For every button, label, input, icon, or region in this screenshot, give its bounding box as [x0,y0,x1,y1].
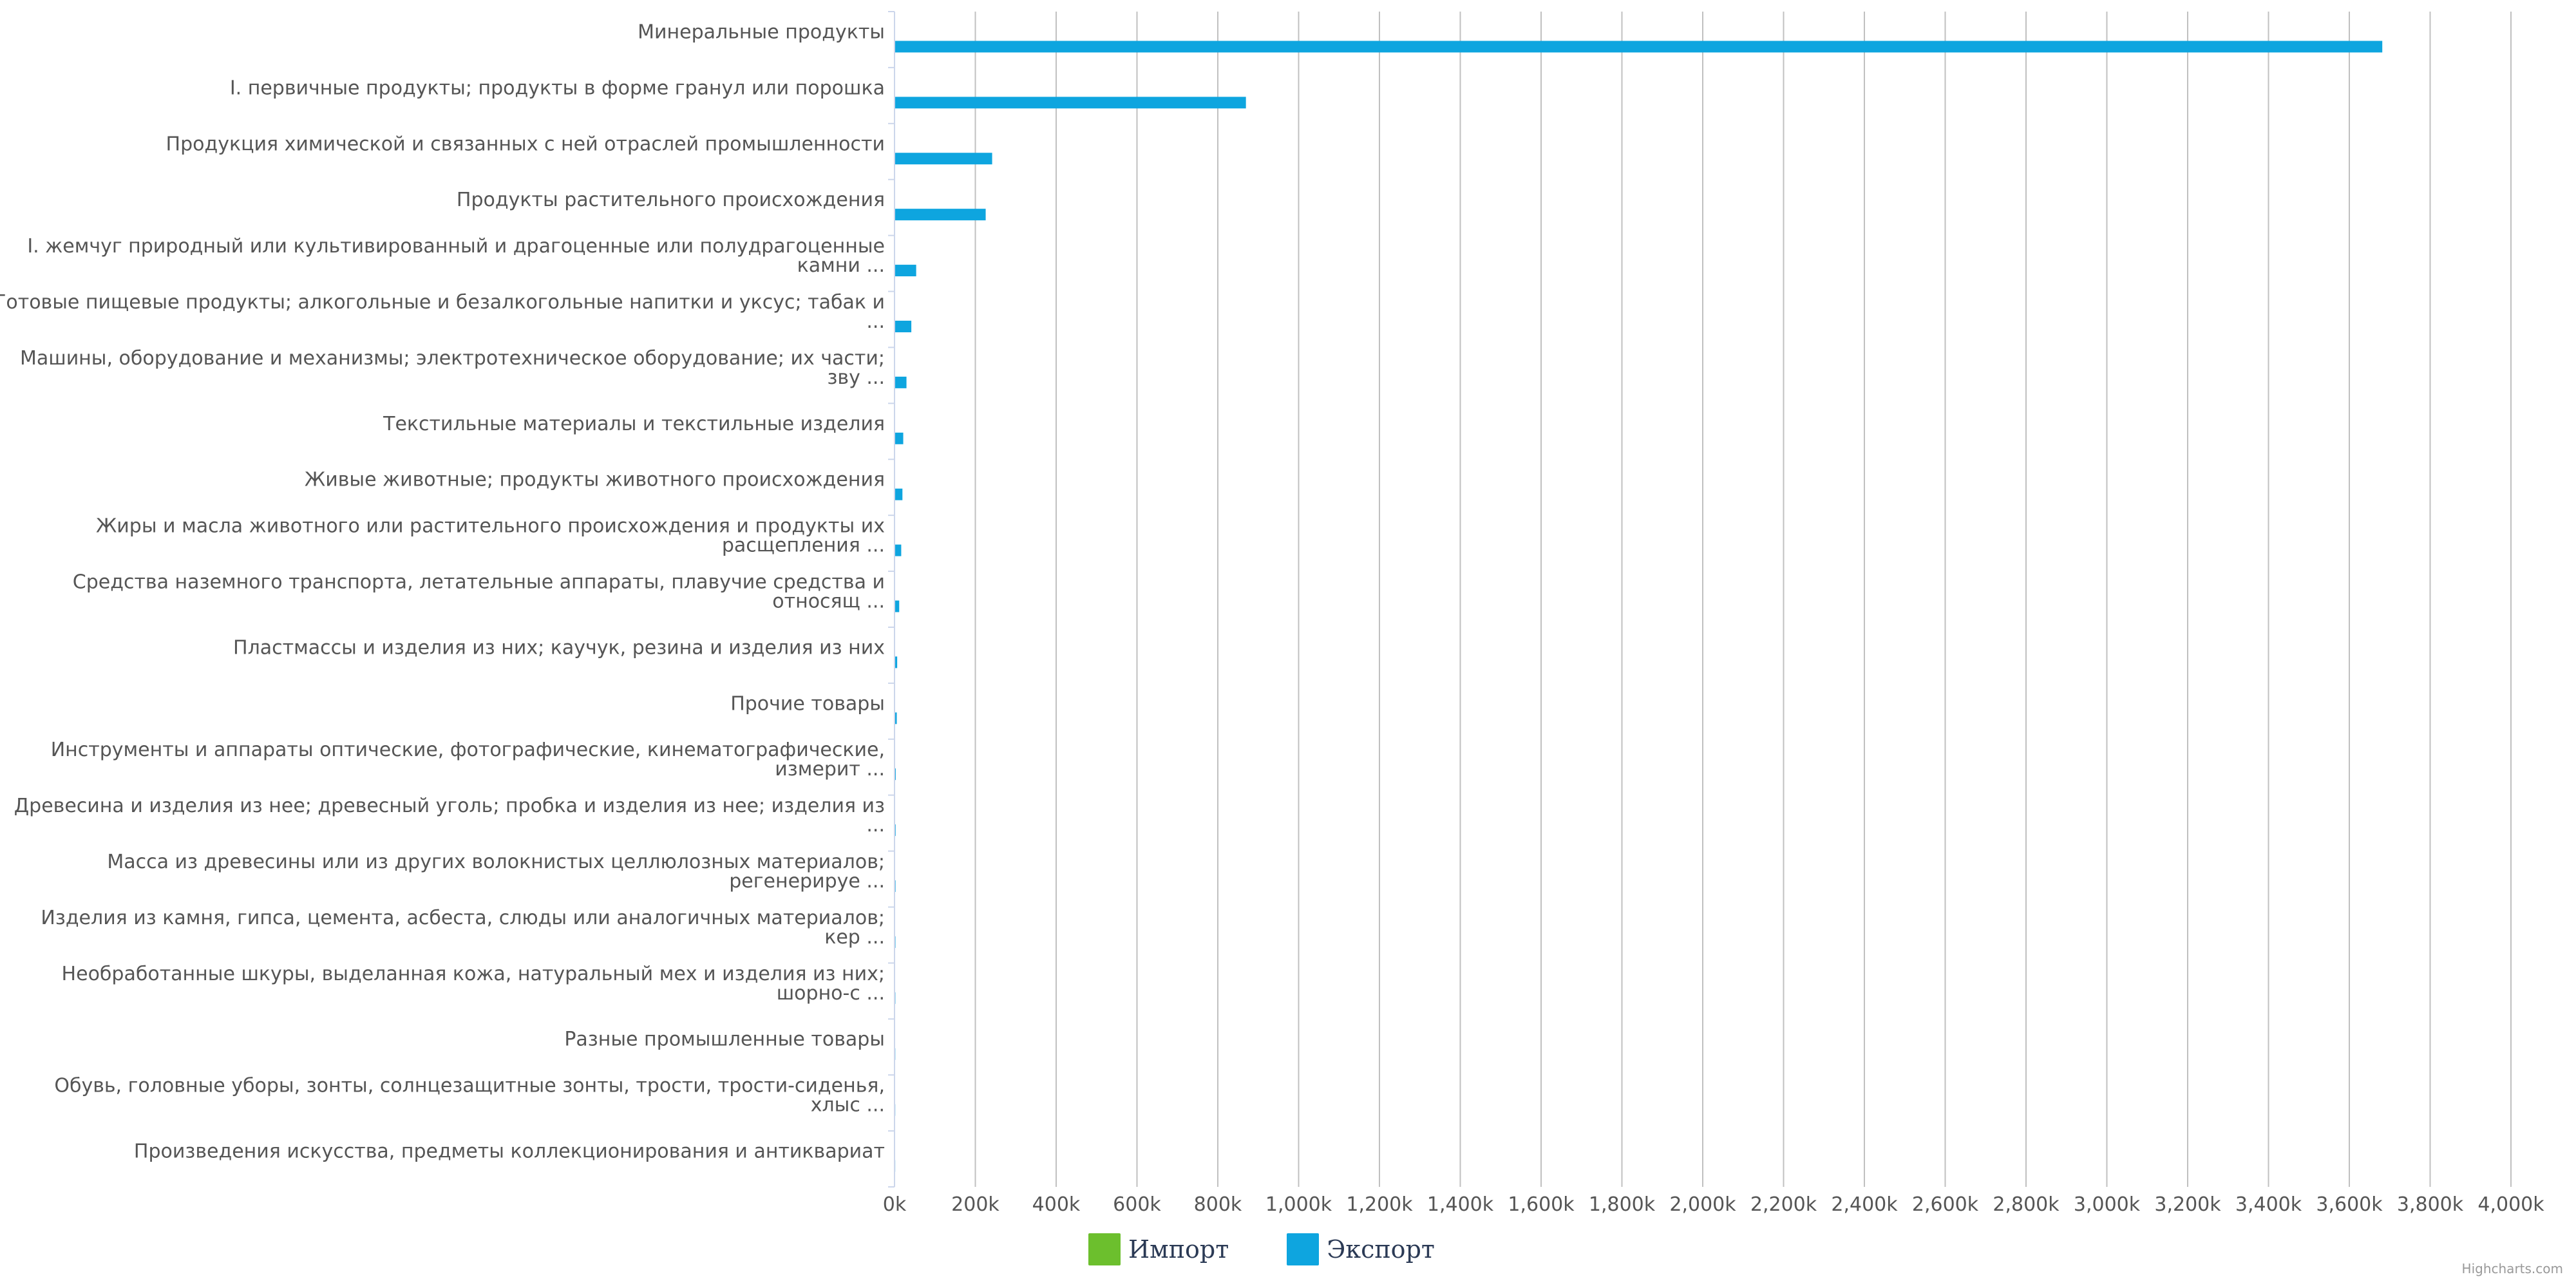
bar-export[interactable] [895,432,904,444]
bar-export[interactable] [895,97,1246,109]
bar-export[interactable] [895,320,912,332]
x-tick-label: 600k [1113,1193,1161,1216]
bar-export[interactable] [895,656,898,668]
legend-item-import[interactable]: Импорт [1088,1233,1229,1265]
legend-swatch-export [1287,1233,1320,1265]
category-label: Продукты растительного происхождения [457,189,885,211]
x-tick-label: 2,200k [1750,1193,1817,1216]
category-label: Инструменты и аппараты оптические, фотог… [51,739,885,781]
bar-export[interactable] [895,209,986,221]
x-tick-label: 0k [883,1193,907,1216]
x-tick-label: 3,200k [2154,1193,2221,1216]
category-label: Средства наземного транспорта, летательн… [73,571,885,613]
category-label: Готовые пищевые продукты; алкогольные и … [0,291,885,333]
bar-export[interactable] [895,544,902,556]
bar-export[interactable] [895,824,896,837]
x-tick-label: 3,600k [2316,1193,2383,1216]
category-label: Масса из древесины или из других волокни… [107,851,885,893]
x-tick-label: 1,600k [1508,1193,1575,1216]
x-tick-label: 3,400k [2235,1193,2302,1216]
x-tick-label: 200k [951,1193,999,1216]
category-label: Обувь, головные уборы, зонты, солнцезащи… [54,1075,885,1117]
legend-swatch-import [1088,1233,1121,1265]
credit-link[interactable]: Highcharts.com [2461,1261,2563,1276]
bar-export[interactable] [895,880,896,893]
category-label: Древесина и изделия из нее; древесный уг… [14,795,885,837]
bar-export[interactable] [895,600,900,612]
x-tick-label: 2,400k [1831,1193,1898,1216]
x-tick-label: 1,000k [1265,1193,1332,1216]
legend: Импорт Экспорт [1088,1233,1435,1265]
x-tick-label: 2,000k [1669,1193,1736,1216]
category-label: I. жемчуг природный или культивированный… [27,235,885,277]
category-label: I. первичные продукты; продукты в форме … [230,77,885,99]
x-tick-label: 1,200k [1346,1193,1413,1216]
category-label: Живые животные; продукты животного проис… [305,469,885,491]
x-tick-label: 800k [1194,1193,1242,1216]
category-label: Изделия из камня, гипса, цемента, асбест… [41,907,885,949]
category-label: Минеральные продукты [638,21,885,43]
category-labels: Минеральные продукты I. первичные продукт… [0,21,885,1162]
legend-label-export: Экспорт [1327,1235,1435,1264]
bar-export[interactable] [895,936,896,948]
category-axis [888,11,895,1188]
bar-export[interactable] [895,712,897,724]
bar-export[interactable] [895,265,916,277]
category-label: Необработанные шкуры, выделанная кожа, н… [62,963,885,1005]
bar-export[interactable] [895,153,992,165]
legend-label-import: Импорт [1128,1235,1229,1264]
bar-export[interactable] [895,376,907,388]
x-tick-label: 3,800k [2397,1193,2464,1216]
x-tick-label: 2,600k [1912,1193,1979,1216]
x-tick-label: 1,400k [1427,1193,1494,1216]
x-axis-ticks: 0k 200k 400k 600k 800k 1,000k 1,200k 1,400k 1,60… [883,1193,2544,1216]
bar-export[interactable] [895,768,896,781]
legend-item-export[interactable]: Экспорт [1287,1233,1435,1265]
category-label: Текстильные материалы и текстильные изде… [383,413,885,435]
grid-lines [894,12,2512,1187]
x-tick-label: 2,800k [1993,1193,2060,1216]
category-label: Произведения искусства, предметы коллекц… [134,1141,885,1163]
bars [895,41,2383,1172]
bar-export[interactable] [895,41,2383,53]
x-tick-label: 400k [1032,1193,1081,1216]
x-tick-label: 3,000k [2074,1193,2141,1216]
category-label: Машины, оборудование и механизмы; электр… [20,347,885,389]
x-tick-label: 1,800k [1589,1193,1656,1216]
category-label: Прочие товары [730,692,885,715]
category-label: Пластмассы и изделия из них; каучук, рез… [233,636,885,659]
category-label: Продукция химической и связанных с ней о… [166,133,885,155]
x-tick-label: 4,000k [2477,1193,2544,1216]
category-label: Жиры и масла животного или растительного… [96,515,885,557]
category-label: Разные промышленные товары [564,1028,885,1051]
bar-export[interactable] [895,488,903,500]
